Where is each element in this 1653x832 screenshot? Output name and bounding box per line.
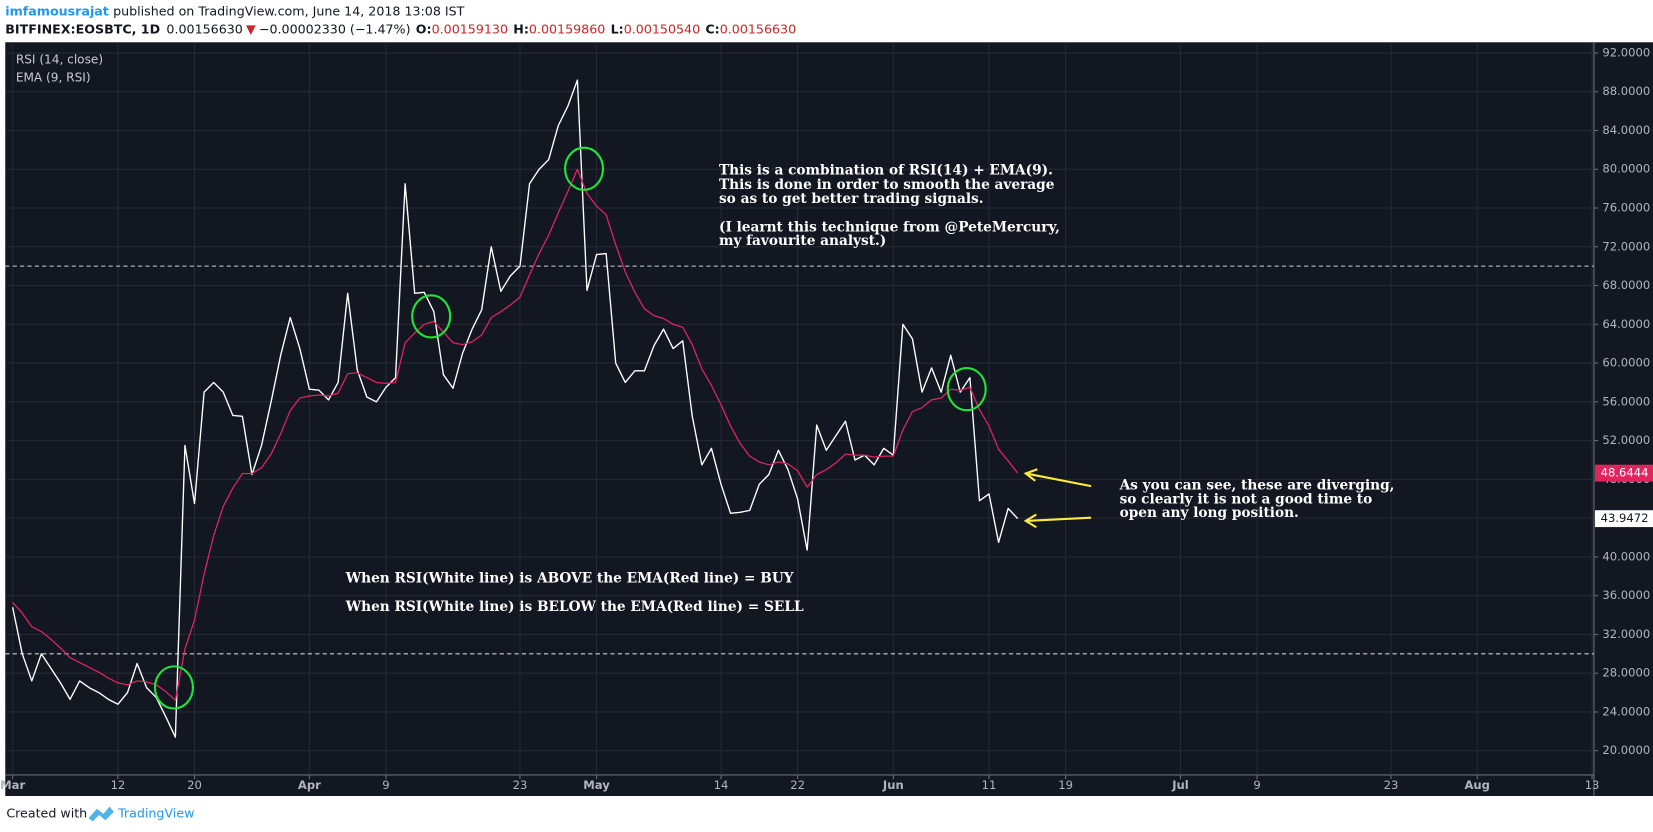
- x-tick-label: 11: [982, 778, 997, 792]
- signal-circle: [153, 665, 194, 710]
- y-tick-label: 84.0000: [1602, 123, 1650, 137]
- y-tick-label: 64.0000: [1602, 317, 1650, 331]
- y-tick-label: 76.0000: [1602, 201, 1650, 215]
- ohlc-key: C:: [705, 21, 719, 36]
- x-tick-label: Mar: [0, 778, 25, 792]
- arrow-head: [1023, 468, 1038, 482]
- annotation-text: This is a combination of RSI(14) + EMA(9…: [719, 162, 1053, 178]
- last-value-label: 43.9472: [1601, 511, 1649, 525]
- annotation-text: so clearly it is not a good time to: [1120, 491, 1373, 507]
- y-tick-label: 80.0000: [1602, 162, 1650, 176]
- x-tick-label: 23: [1384, 778, 1399, 792]
- footer-brand[interactable]: TradingView: [117, 805, 194, 820]
- y-tick-label: 56.0000: [1602, 394, 1650, 408]
- annotations: This is a combination of RSI(14) + EMA(9…: [345, 162, 1395, 614]
- x-tick-label: 19: [1058, 778, 1073, 792]
- plot: [5, 79, 1594, 738]
- header-line-2: BITFINEX:EOSBTC, 1D 0.00156630 ▼ −0.0000233…: [5, 21, 796, 36]
- grid: [5, 42, 1594, 775]
- published: published on TradingView.com, June 14, 2…: [113, 3, 465, 18]
- ohlc-key: O:: [416, 21, 432, 36]
- arrow: [1025, 472, 1092, 488]
- x-tick-label: 9: [382, 778, 389, 792]
- y-tick-label: 68.0000: [1602, 278, 1650, 292]
- x-tick-label: 22: [790, 778, 805, 792]
- y-tick-label: 36.0000: [1602, 588, 1650, 602]
- annotation-text: When RSI(White line) is ABOVE the EMA(Re…: [345, 570, 794, 586]
- y-tick-label: 24.0000: [1602, 704, 1650, 718]
- arrows: [1023, 468, 1092, 529]
- y-tick-label: 88.0000: [1602, 84, 1650, 98]
- tradingview-logo[interactable]: TradingView: [88, 805, 195, 822]
- x-tick-label: 12: [111, 778, 126, 792]
- symbol: BITFINEX:EOSBTC, 1D: [5, 21, 160, 36]
- annotation-text: so as to get better trading signals.: [719, 191, 984, 207]
- x-tick-label: Apr: [298, 778, 321, 792]
- y-tick-label: 72.0000: [1602, 239, 1650, 253]
- annotation-text: open any long position.: [1120, 505, 1299, 521]
- y-tick-label: 40.0000: [1602, 549, 1650, 563]
- x-tick-label: 23: [513, 778, 528, 792]
- series-line: [12, 168, 1019, 701]
- y-tick-label: 32.0000: [1602, 627, 1650, 641]
- annotation-text: my favourite analyst.): [719, 233, 886, 249]
- last-price: 0.00156630: [166, 21, 242, 36]
- last-value-tag: [1595, 464, 1653, 482]
- ohlc-value: 0.00156630: [720, 21, 796, 36]
- y-tick-label: 28.0000: [1602, 666, 1650, 680]
- ohlc-key: H:: [513, 21, 529, 36]
- x-tick-label: Aug: [1464, 778, 1490, 792]
- chart-background: [5, 42, 1653, 797]
- ohlc-value: 0.00159130: [432, 21, 508, 36]
- author[interactable]: imfamousrajat: [5, 3, 109, 18]
- last-value-tag: [1595, 510, 1653, 528]
- signal-circle: [564, 146, 605, 191]
- x-tick-label: 14: [714, 778, 729, 792]
- change-arrow: ▼: [246, 21, 256, 36]
- annotation-text: When RSI(White line) is BELOW the EMA(Re…: [345, 599, 804, 615]
- legend-entry: RSI (14, close): [16, 53, 103, 67]
- y-tick-label: 20.0000: [1602, 743, 1650, 757]
- x-tick-label: Jun: [882, 778, 904, 792]
- annotation-text: (I learnt this technique from @PeteMercu…: [719, 219, 1060, 235]
- arrow: [1025, 516, 1092, 522]
- annotation-text: As you can see, these are diverging,: [1119, 478, 1395, 494]
- change: −0.00002330 (−1.47%): [259, 21, 411, 36]
- ohlc-value: 0.00159860: [529, 21, 605, 36]
- annotation-text: This is done in order to smooth the aver…: [719, 177, 1055, 193]
- series-line: [11, 79, 1019, 738]
- y-tick-label: 52.0000: [1602, 433, 1650, 447]
- x-tick-label: 20: [187, 778, 202, 792]
- arrow-head: [1023, 513, 1037, 529]
- legend-entry: EMA (9, RSI): [16, 71, 91, 85]
- ohlc-value: 0.00150540: [624, 21, 700, 36]
- x-tick-label: 9: [1253, 778, 1260, 792]
- header-line-1: imfamousrajat published on TradingView.co…: [5, 3, 464, 18]
- logo-icon: [88, 806, 114, 822]
- x-tick-label: Jul: [1171, 778, 1189, 792]
- axes: 20.0000 24.0000 28.0000 32.0000 36.0000 40.00…: [0, 45, 1653, 792]
- y-tick-label: 92.0000: [1602, 45, 1650, 59]
- last-value-label: 48.6444: [1601, 466, 1649, 480]
- signal-circle: [946, 366, 987, 412]
- footer-background: [0, 796, 1653, 832]
- signal-circles: [153, 146, 987, 710]
- x-tick-label: May: [583, 778, 610, 792]
- y-tick-label: 60.0000: [1602, 356, 1650, 370]
- ohlc-key: L:: [611, 21, 624, 36]
- footer-created: Created with: [6, 805, 87, 820]
- signal-circle: [411, 294, 452, 339]
- x-tick-label: 13: [1585, 778, 1600, 792]
